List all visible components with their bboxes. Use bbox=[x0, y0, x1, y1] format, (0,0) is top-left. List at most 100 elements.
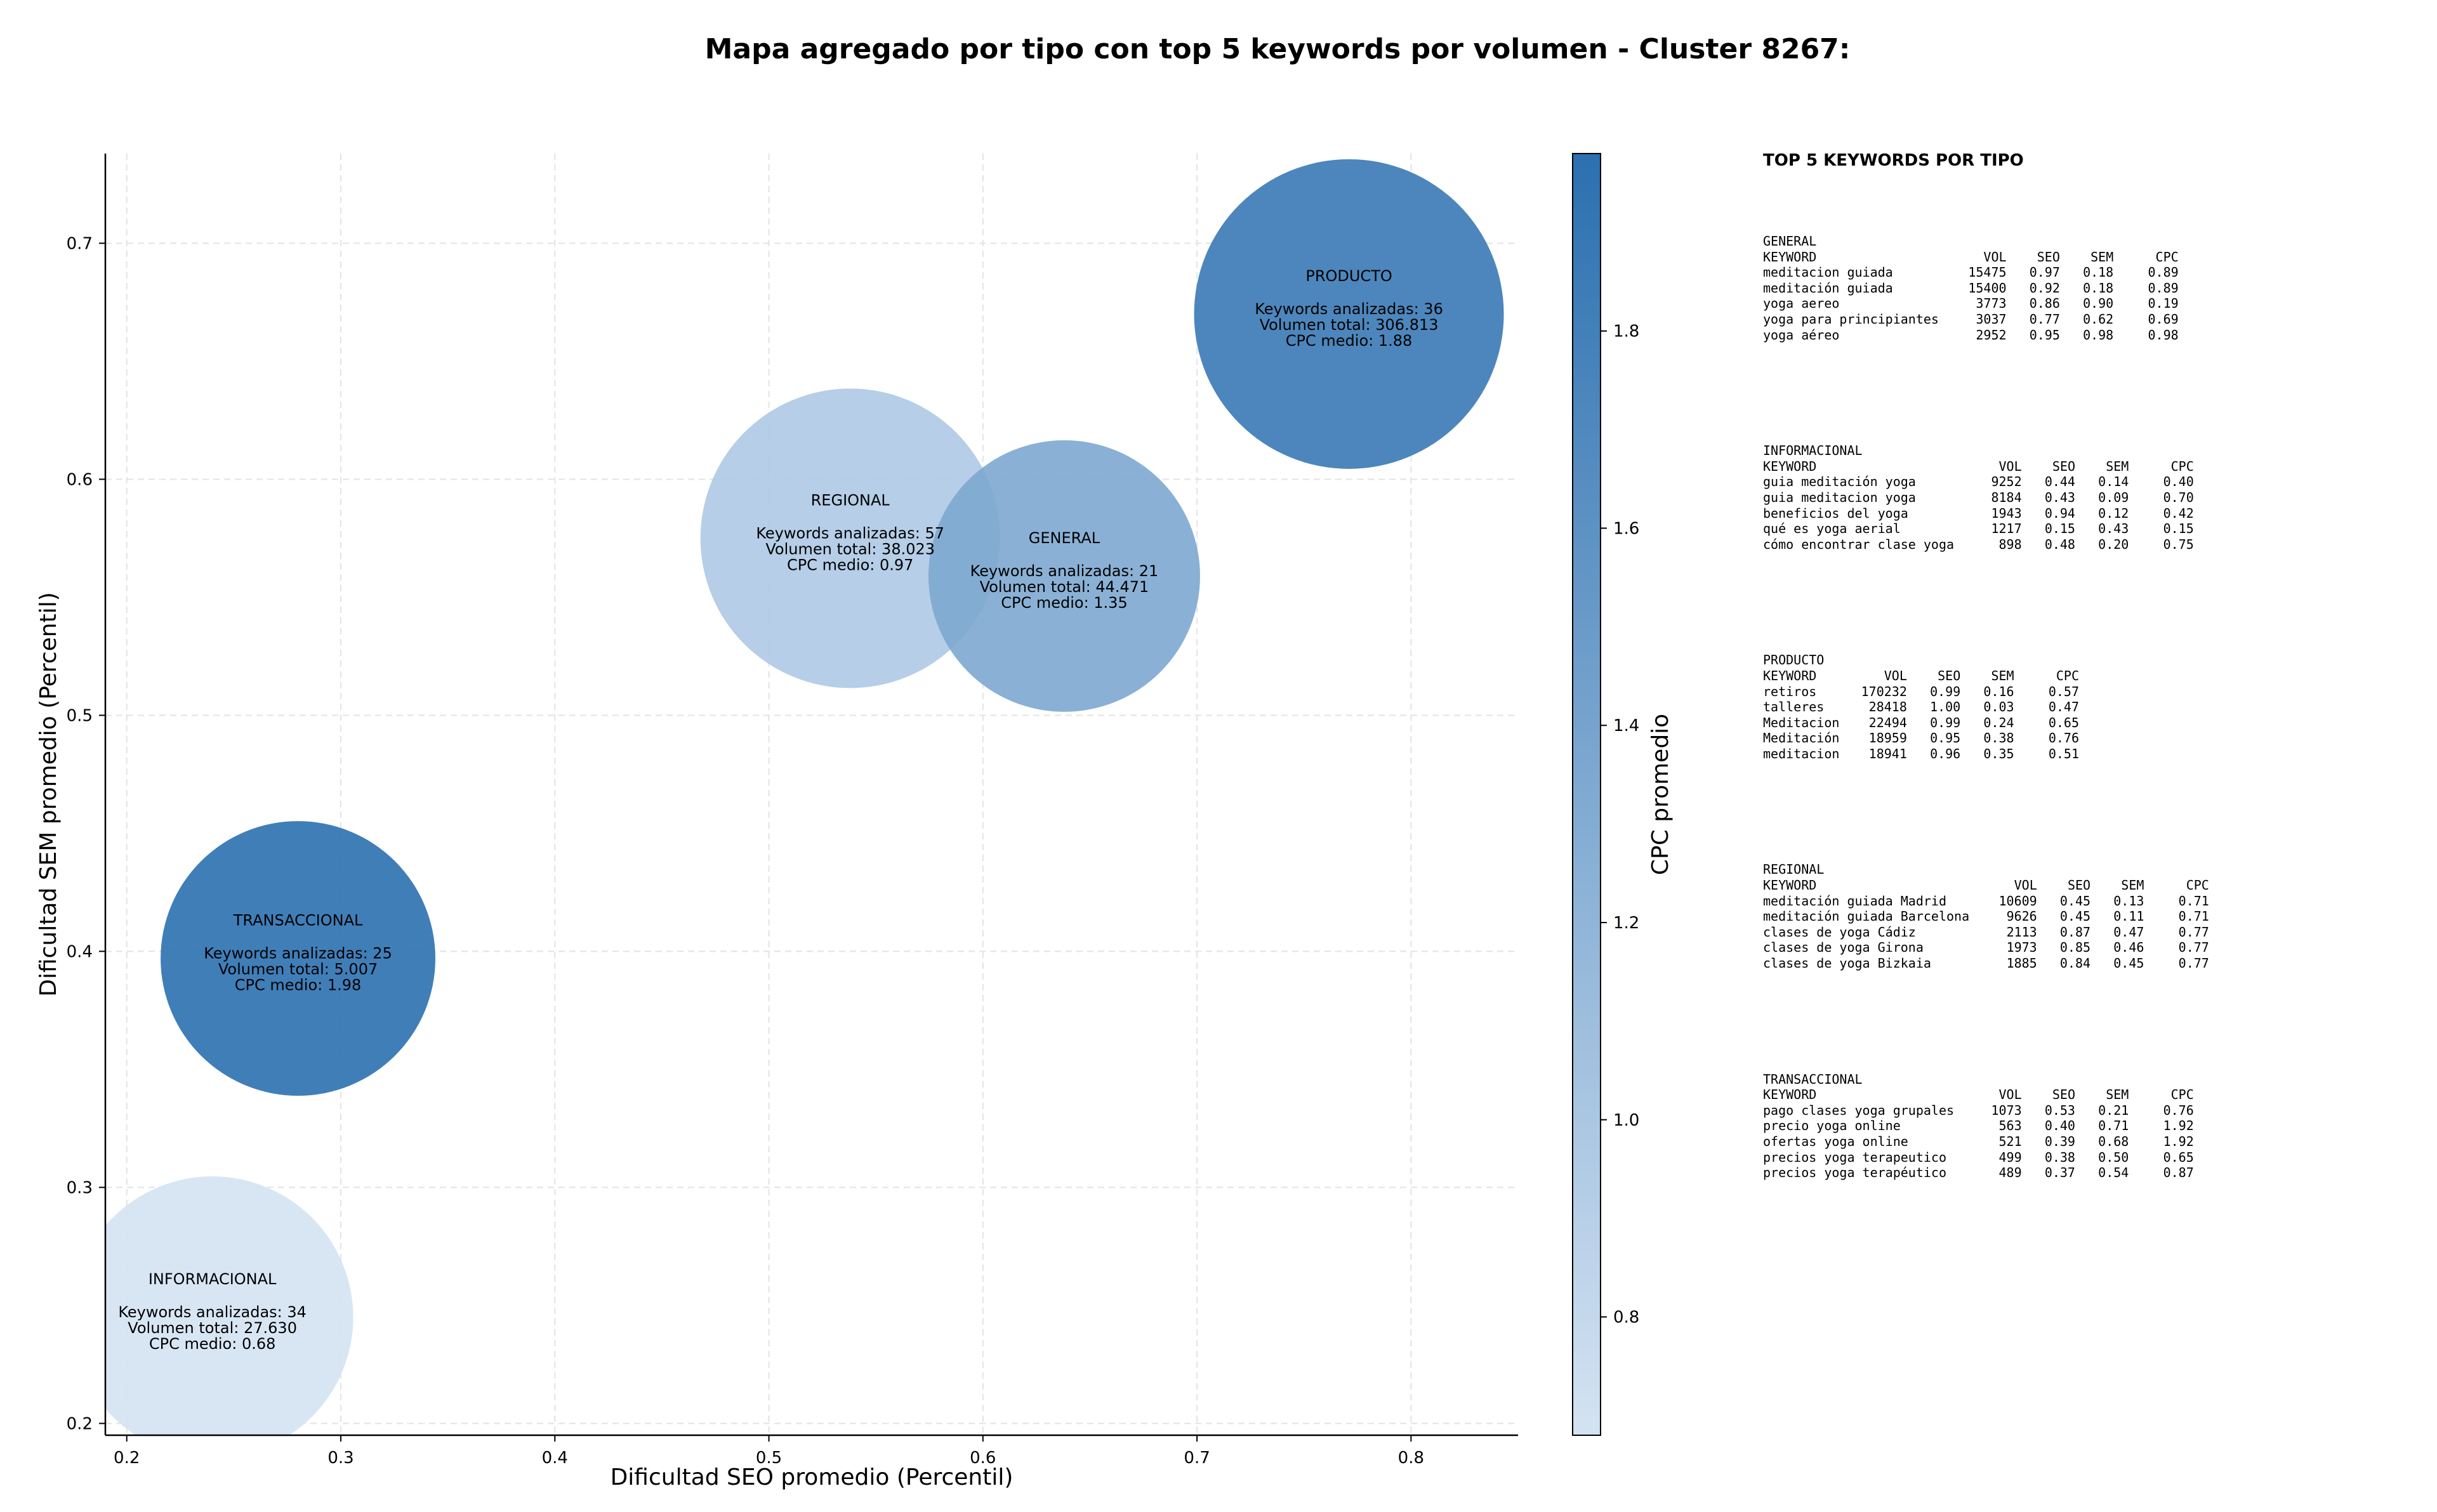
table-row: retiros 170232 0.99 0.16 0.57 bbox=[1763, 684, 2417, 700]
x-tick-label: 0.6 bbox=[970, 1449, 996, 1468]
group-name: TRANSACCIONAL bbox=[1763, 1071, 1863, 1087]
value-cell: 0.65 bbox=[2163, 1149, 2194, 1165]
value-cell: 0.45 bbox=[2059, 909, 2091, 924]
value-cell: SEM bbox=[1991, 667, 2014, 683]
value-cell: 0.94 bbox=[2044, 505, 2075, 521]
value-cell: 489 bbox=[1998, 1165, 2022, 1181]
colorbar-tick-label: 1.8 bbox=[1613, 322, 1639, 341]
table-row: pago clases yoga grupales 1073 0.53 0.21 0.7… bbox=[1763, 1103, 2417, 1119]
value-cell: 10609 bbox=[1998, 893, 2037, 909]
keyword-cell: retiros bbox=[1763, 683, 1817, 699]
value-cell: 1217 bbox=[1991, 521, 2022, 537]
value-cell: SEO bbox=[2052, 458, 2075, 474]
value-cell: SEM bbox=[2090, 249, 2114, 265]
value-cell: 18941 bbox=[1868, 746, 1907, 761]
value-cell: 0.77 bbox=[2178, 924, 2209, 940]
table-row: talleres 28418 1.00 0.03 0.47 bbox=[1763, 699, 2417, 715]
keyword-cell: Meditación bbox=[1763, 730, 1840, 746]
keyword-group-transaccional: TRANSACCIONAL KEYWORD VOL SEO SEM CPC pago cla… bbox=[1763, 1072, 2417, 1181]
value-cell: 15475 bbox=[1968, 265, 2007, 280]
keyword-cell: KEYWORD bbox=[1763, 458, 1817, 474]
bubble-volume-text: Volumen total: 27.630 bbox=[128, 1319, 297, 1337]
value-cell: SEO bbox=[2037, 249, 2060, 265]
value-cell: 170232 bbox=[1861, 683, 1907, 699]
value-cell: 0.45 bbox=[2113, 956, 2144, 971]
bubble-cpc-text: CPC medio: 0.68 bbox=[149, 1335, 276, 1353]
value-cell: 0.11 bbox=[2113, 909, 2144, 924]
value-cell: 1.00 bbox=[1930, 699, 1961, 715]
value-cell: 0.89 bbox=[2148, 265, 2179, 280]
value-cell: 0.84 bbox=[2059, 956, 2091, 971]
table-row: clases de yoga Bizkaia 1885 0.84 0.45 0.77 bbox=[1763, 956, 2417, 971]
colorbar-tick-label: 1.2 bbox=[1613, 914, 1639, 933]
keyword-cell: yoga para principiantes bbox=[1763, 311, 1939, 327]
value-cell: 0.69 bbox=[2148, 311, 2179, 327]
bubble bbox=[105, 1176, 353, 1435]
table-row: yoga aéreo 2952 0.95 0.98 0.98 bbox=[1763, 327, 2417, 343]
value-cell: 0.14 bbox=[2098, 474, 2129, 490]
value-cell: 1885 bbox=[2006, 956, 2037, 971]
value-cell: 0.46 bbox=[2113, 940, 2144, 956]
table-row: precio yoga online 563 0.40 0.71 1.92 bbox=[1763, 1118, 2417, 1134]
value-cell: 0.71 bbox=[2178, 893, 2209, 909]
value-cell: 2952 bbox=[1976, 327, 2007, 343]
keyword-cell: clases de yoga Girona bbox=[1763, 940, 1924, 956]
colorbar: 0.8 1.0 1.2 1.4 1.6 1.8 CPC promedio bbox=[1572, 153, 1674, 1436]
bubble-type-label: TRANSACCIONAL bbox=[233, 912, 363, 930]
value-cell: 563 bbox=[1998, 1118, 2022, 1134]
keyword-group-regional: REGIONAL KEYWORD VOL SEO SEM CPC meditación gu… bbox=[1763, 862, 2417, 971]
value-cell: 0.50 bbox=[2098, 1149, 2129, 1165]
group-name: GENERAL bbox=[1763, 233, 1817, 249]
value-cell: 18959 bbox=[1868, 730, 1907, 746]
value-cell: 0.18 bbox=[2083, 280, 2114, 296]
table-header-row: KEYWORD VOL SEO SEM CPC bbox=[1763, 459, 2417, 475]
table-row: Meditacion 22494 0.99 0.24 0.65 bbox=[1763, 715, 2417, 731]
x-tick-label: 0.3 bbox=[327, 1449, 353, 1468]
table-header-row: KEYWORD VOL SEO SEM CPC bbox=[1763, 668, 2417, 684]
keyword-cell: clases de yoga Bizkaia bbox=[1763, 956, 1931, 971]
value-cell: 0.51 bbox=[2048, 746, 2079, 761]
value-cell: VOL bbox=[1998, 458, 2022, 474]
y-tick-label: 0.3 bbox=[67, 1178, 93, 1197]
bubble-cpc-text: CPC medio: 1.98 bbox=[235, 976, 362, 994]
value-cell: 3773 bbox=[1976, 296, 2007, 312]
bubble-type-label: GENERAL bbox=[1029, 529, 1100, 547]
value-cell: 0.87 bbox=[2059, 924, 2091, 940]
table-row: precios yoga terapeutico 499 0.38 0.50 0.65 bbox=[1763, 1150, 2417, 1166]
y-tick-label: 0.2 bbox=[67, 1414, 93, 1433]
value-cell: CPC bbox=[2170, 1087, 2194, 1103]
keyword-cell: meditación guiada Madrid bbox=[1763, 893, 1946, 909]
keywords-table-panel: TOP 5 KEYWORDS POR TIPO GENERAL KEYWORD VO… bbox=[1763, 151, 2417, 1281]
value-cell: 0.92 bbox=[2029, 280, 2060, 296]
value-cell: 0.98 bbox=[2083, 327, 2114, 343]
value-cell: 0.98 bbox=[2148, 327, 2179, 343]
value-cell: 0.12 bbox=[2098, 505, 2129, 521]
value-cell: 0.90 bbox=[2083, 296, 2114, 312]
value-cell: SEM bbox=[2121, 878, 2144, 893]
bubble-keywords-text: Keywords analizadas: 25 bbox=[204, 945, 392, 963]
bubble-volume-text: Volumen total: 5.007 bbox=[218, 961, 378, 978]
bubble-volume-text: Volumen total: 306.813 bbox=[1260, 316, 1439, 334]
value-cell: 0.97 bbox=[2029, 265, 2060, 280]
value-cell: 0.15 bbox=[2044, 521, 2075, 537]
value-cell: 0.65 bbox=[2048, 714, 2079, 730]
colorbar-tick-label: 1.0 bbox=[1613, 1111, 1639, 1130]
table-row: meditación guiada 15400 0.92 0.18 0.89 bbox=[1763, 280, 2417, 296]
value-cell: 9252 bbox=[1991, 474, 2022, 490]
value-cell: 0.77 bbox=[2178, 940, 2209, 956]
x-tick-label: 0.2 bbox=[114, 1449, 140, 1468]
value-cell: 0.24 bbox=[1983, 714, 2014, 730]
keyword-cell: KEYWORD bbox=[1763, 1087, 1817, 1103]
table-row: qué es yoga aerial 1217 0.15 0.43 0.15 bbox=[1763, 521, 2417, 537]
value-cell: 0.16 bbox=[1983, 683, 2014, 699]
value-cell: 0.85 bbox=[2059, 940, 2091, 956]
value-cell: VOL bbox=[2014, 878, 2037, 893]
value-cell: 0.53 bbox=[2044, 1102, 2075, 1118]
value-cell: 8184 bbox=[1991, 489, 2022, 505]
value-cell: 0.39 bbox=[2044, 1134, 2075, 1149]
keyword-cell: clases de yoga Cádiz bbox=[1763, 924, 1916, 940]
value-cell: 0.95 bbox=[1930, 730, 1961, 746]
y-tick-label: 0.4 bbox=[67, 942, 93, 961]
value-cell: 0.44 bbox=[2044, 474, 2075, 490]
x-tick-label: 0.7 bbox=[1184, 1449, 1210, 1468]
